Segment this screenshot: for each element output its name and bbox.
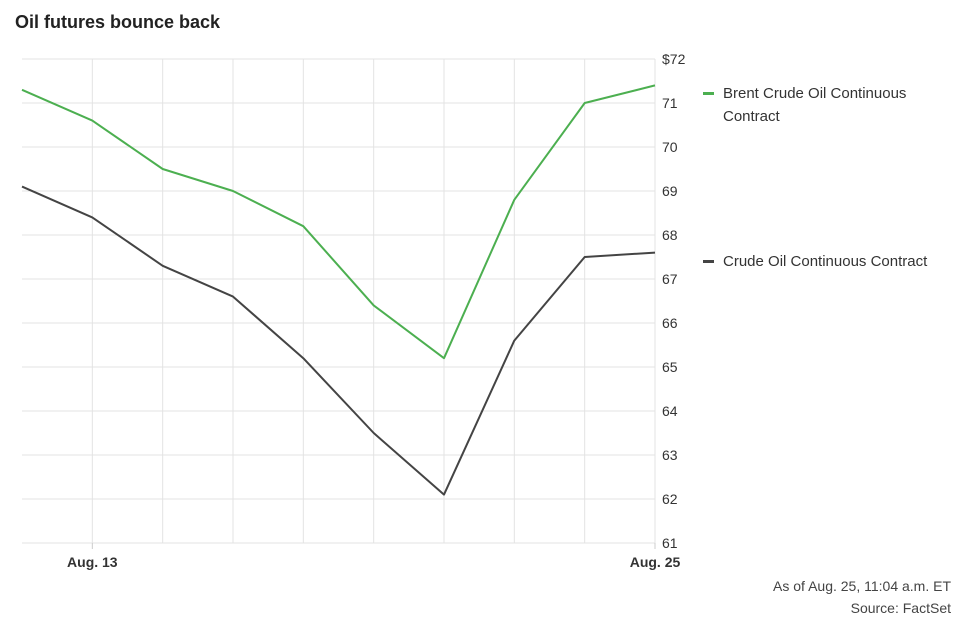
chart-title: Oil futures bounce back bbox=[15, 12, 221, 32]
chart-footer: As of Aug. 25, 11:04 a.m. ET Source: Fac… bbox=[773, 575, 951, 619]
legend-item-brent: Brent Crude Oil Continuous Contract bbox=[703, 82, 953, 128]
x-axis-tick-labels: Aug. 13 Aug. 25 bbox=[67, 543, 680, 570]
y-tick-label: 69 bbox=[662, 183, 678, 199]
y-tick-label: 66 bbox=[662, 315, 678, 331]
legend-swatch-crude bbox=[703, 260, 714, 263]
series-lines bbox=[21, 84, 656, 496]
y-tick-label: $72 bbox=[662, 51, 686, 67]
y-tick-label: 70 bbox=[662, 139, 678, 155]
y-tick-label: 68 bbox=[662, 227, 678, 243]
legend-label-brent: Brent Crude Oil Continuous Contract bbox=[723, 85, 907, 125]
grid-lines bbox=[22, 58, 656, 544]
series-line-crude bbox=[21, 185, 656, 496]
source-note: Source: FactSet bbox=[850, 600, 951, 616]
legend-label-crude: Crude Oil Continuous Contract bbox=[723, 253, 928, 270]
y-tick-label: 61 bbox=[662, 535, 678, 551]
series-line-brent bbox=[21, 84, 656, 360]
y-tick-label: 62 bbox=[662, 491, 678, 507]
x-tick-label: Aug. 13 bbox=[67, 554, 118, 570]
y-tick-label: 63 bbox=[662, 447, 678, 463]
y-tick-label: 71 bbox=[662, 95, 678, 111]
legend-item-crude: Crude Oil Continuous Contract bbox=[703, 250, 953, 273]
legend-swatch-brent bbox=[703, 92, 714, 95]
y-tick-label: 64 bbox=[662, 403, 678, 419]
y-tick-label: 65 bbox=[662, 359, 678, 375]
y-axis-tick-labels: $72 71 70 69 68 67 66 65 64 63 62 61 bbox=[662, 51, 686, 551]
x-tick-label: Aug. 25 bbox=[630, 554, 681, 570]
as-of-note: As of Aug. 25, 11:04 a.m. ET bbox=[773, 578, 951, 594]
y-tick-label: 67 bbox=[662, 271, 678, 287]
